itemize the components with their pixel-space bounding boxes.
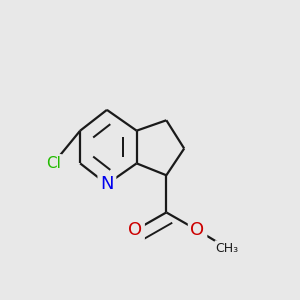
Text: O: O (190, 221, 205, 239)
Text: Cl: Cl (46, 156, 61, 171)
Text: N: N (100, 175, 114, 193)
Text: CH₃: CH₃ (216, 242, 239, 255)
Text: O: O (128, 221, 142, 239)
